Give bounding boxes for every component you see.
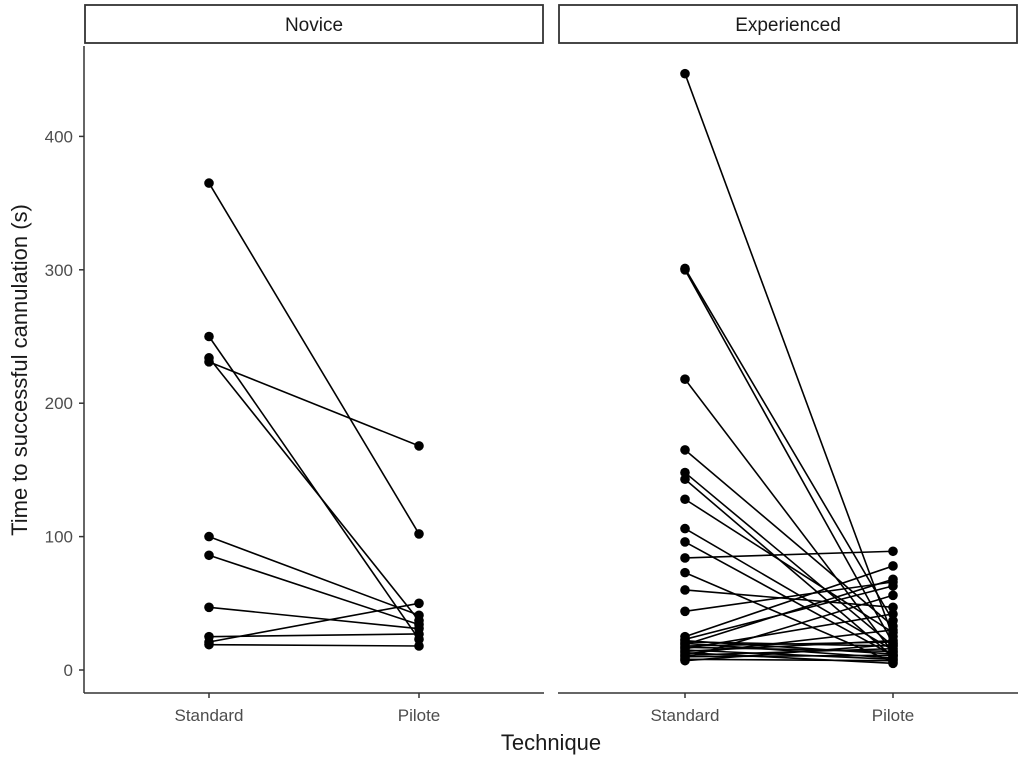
data-point-standard: [680, 553, 690, 563]
data-point-pilote: [414, 529, 424, 539]
subject-line: [684, 268, 894, 622]
subject-line: [208, 182, 420, 535]
data-point-pilote: [414, 441, 424, 451]
data-point-standard: [680, 537, 690, 547]
subject-line: [684, 478, 894, 658]
subject-line: [208, 643, 420, 647]
subject-line: [684, 498, 894, 634]
panel-strip-label: Novice: [285, 15, 343, 36]
data-point-standard: [680, 68, 690, 79]
data-point-pilote: [414, 629, 424, 639]
subject-line: [684, 565, 894, 638]
subject-line: [208, 336, 420, 640]
data-point-standard: [204, 602, 214, 613]
data-points: [204, 68, 898, 669]
subject-line: [684, 378, 894, 654]
data-point-pilote: [888, 602, 898, 613]
y-axis-title: Time to successful cannulation (s): [7, 204, 32, 536]
subject-line: [684, 589, 894, 609]
panel-strip: [558, 4, 1018, 44]
data-point-pilote: [888, 546, 898, 557]
subject-line: [208, 606, 420, 630]
data-point-pilote: [888, 574, 898, 585]
subject-line: [684, 73, 894, 637]
data-point-standard: [204, 531, 214, 542]
data-point-pilote: [888, 581, 898, 591]
data-point-standard: [680, 445, 690, 455]
subject-line: [684, 269, 894, 644]
chart-frame: [79, 4, 1018, 698]
y-tick-label: 300: [45, 261, 73, 280]
subject-line: [208, 535, 420, 617]
subject-line: [684, 654, 894, 658]
data-point-standard: [204, 639, 214, 650]
data-point-standard: [680, 567, 690, 578]
x-tick-label: Pilote: [872, 706, 915, 725]
x-tick-label: Standard: [175, 706, 244, 725]
data-point-pilote: [414, 641, 424, 651]
data-point-standard: [680, 494, 690, 505]
panel-strip: [84, 4, 544, 44]
data-point-standard: [204, 331, 214, 342]
subject-line: [208, 361, 420, 447]
data-point-pilote: [888, 639, 898, 650]
data-point-standard: [680, 467, 690, 478]
y-tick-label: 100: [45, 528, 73, 547]
data-point-standard: [680, 585, 690, 595]
subject-line: [684, 449, 894, 627]
chart-text: Time to successful cannulation (s) Techn…: [7, 15, 914, 755]
data-point-pilote: [888, 561, 898, 571]
data-point-standard: [204, 178, 214, 188]
subject-line: [684, 649, 894, 661]
data-point-standard: [680, 606, 690, 617]
series-lines: [208, 73, 894, 665]
y-tick-label: 400: [45, 127, 73, 146]
subject-line: [208, 602, 420, 643]
data-point-standard: [680, 265, 690, 275]
data-point-pilote: [414, 598, 424, 609]
data-point-standard: [204, 357, 214, 367]
subject-line: [684, 658, 894, 662]
y-tick-label: 0: [64, 661, 73, 680]
data-point-standard: [680, 523, 690, 534]
subject-line: [684, 594, 894, 659]
data-point-pilote: [888, 625, 898, 635]
subject-line: [684, 578, 894, 646]
subject-line: [684, 613, 894, 650]
data-point-standard: [680, 474, 690, 485]
subject-line: [208, 357, 420, 622]
x-axis-title: Technique: [501, 730, 601, 755]
y-tick-label: 200: [45, 394, 73, 413]
x-tick-label: Standard: [651, 706, 720, 725]
data-point-standard: [204, 550, 214, 561]
subject-line: [684, 629, 894, 655]
data-point-standard: [680, 655, 690, 666]
subject-line: [684, 527, 894, 651]
subject-line: [684, 581, 894, 613]
data-point-standard: [680, 374, 690, 384]
data-point-pilote: [888, 609, 898, 619]
subject-line: [208, 554, 420, 626]
subject-line: [684, 643, 894, 662]
subject-line: [684, 550, 894, 559]
x-tick-label: Pilote: [398, 706, 441, 725]
data-point-pilote: [414, 610, 424, 621]
data-point-pilote: [888, 590, 898, 601]
data-point-pilote: [888, 655, 898, 666]
panel-strip-label: Experienced: [735, 15, 841, 36]
subject-line: [684, 471, 894, 647]
